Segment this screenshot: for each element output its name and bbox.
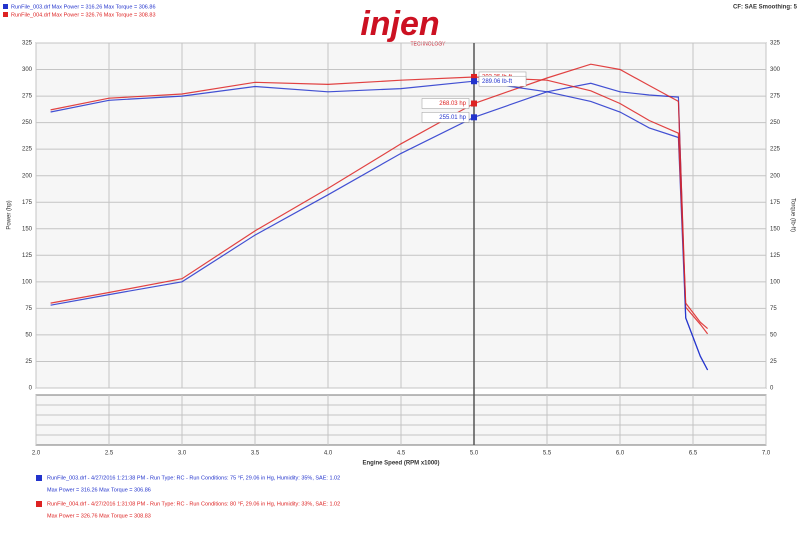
x-tick-label: 2.0 (32, 451, 41, 457)
run-summary: Max Power = 326.76 Max Torque = 308.83 (47, 513, 151, 519)
y-tick-label: 200 (22, 173, 33, 179)
annotation: 255.01 hp (439, 115, 466, 121)
x-tick-label: 6.0 (616, 451, 625, 457)
annotation-box (478, 75, 527, 87)
annotation-box (421, 98, 470, 109)
logo: injen (360, 5, 439, 43)
y2-tick-label: 225 (770, 147, 781, 153)
y-tick-label: 50 (25, 333, 32, 339)
cursor-marker (471, 114, 477, 121)
x-tick-label: 3.0 (178, 451, 187, 457)
x-tick-label: 5.0 (470, 451, 479, 457)
y-axis-title: Power (hp) (7, 200, 13, 229)
y-tick-label: 225 (22, 147, 33, 153)
legend-swatch (3, 12, 8, 17)
x-tick-label: 6.5 (689, 451, 698, 457)
y2-tick-label: 0 (770, 386, 774, 392)
x-tick-label: 3.5 (251, 451, 260, 457)
y2-tick-label: 275 (770, 94, 781, 100)
annotation: 289.06 lb-ft (482, 79, 512, 85)
y-tick-label: 275 (22, 94, 33, 100)
y2-tick-label: 50 (770, 333, 777, 339)
y-tick-label: 250 (22, 120, 33, 126)
x-tick-label: 2.5 (105, 451, 114, 457)
y-tick-label: 100 (22, 279, 33, 285)
series-line (50, 76, 708, 330)
y-tick-label: 175 (22, 200, 33, 206)
cursor-marker (471, 78, 477, 85)
run-details: RunFile_003.drf - 4/27/2016 1:21:38 PM -… (47, 475, 340, 481)
y2-tick-label: 300 (770, 67, 781, 73)
run-details: RunFile_004.drf - 4/27/2016 1:31:08 PM -… (47, 501, 340, 507)
y2-tick-label: 150 (770, 226, 781, 232)
cursor-marker (471, 73, 477, 80)
y2-tick-label: 200 (770, 173, 781, 179)
legend-entry: RunFile_003.drf Max Power = 316.26 Max T… (11, 4, 156, 10)
logo-sub: TECHNOLOGY (410, 41, 446, 47)
y2-tick-label: 25 (770, 359, 777, 365)
annotation: 268.03 hp (439, 101, 466, 107)
run-summary: Max Power = 316.26 Max Torque = 306.86 (47, 487, 151, 493)
x-tick-label: 7.0 (762, 451, 771, 457)
cursor-marker (471, 100, 477, 107)
y2-tick-label: 325 (770, 41, 781, 47)
y-tick-label: 300 (22, 67, 33, 73)
settings: CF: SAE Smoothing: 5 (733, 5, 798, 11)
y2-tick-label: 75 (770, 306, 777, 312)
y-tick-label: 125 (22, 253, 33, 259)
y-tick-label: 150 (22, 226, 33, 232)
y-tick-label: 325 (22, 41, 33, 47)
legend-entry: RunFile_004.drf Max Power = 326.76 Max T… (11, 12, 156, 18)
run-swatch (36, 475, 42, 481)
x-tick-label: 4.0 (324, 451, 333, 457)
y-tick-label: 75 (25, 306, 32, 312)
run-swatch (36, 501, 42, 507)
y2-axis-title: Torque (lb-ft) (789, 198, 795, 232)
y2-tick-label: 175 (770, 200, 781, 206)
y2-tick-label: 250 (770, 120, 781, 126)
y-tick-label: 25 (25, 359, 32, 365)
y-tick-label: 0 (29, 386, 33, 392)
x-tick-label: 5.5 (543, 451, 552, 457)
y2-tick-label: 125 (770, 253, 781, 259)
y2-tick-label: 100 (770, 279, 781, 285)
legend-swatch (3, 4, 8, 9)
x-tick-label: 4.5 (397, 451, 406, 457)
annotation-box (421, 112, 470, 123)
x-axis-title: Engine Speed (RPM x1000) (362, 461, 439, 467)
